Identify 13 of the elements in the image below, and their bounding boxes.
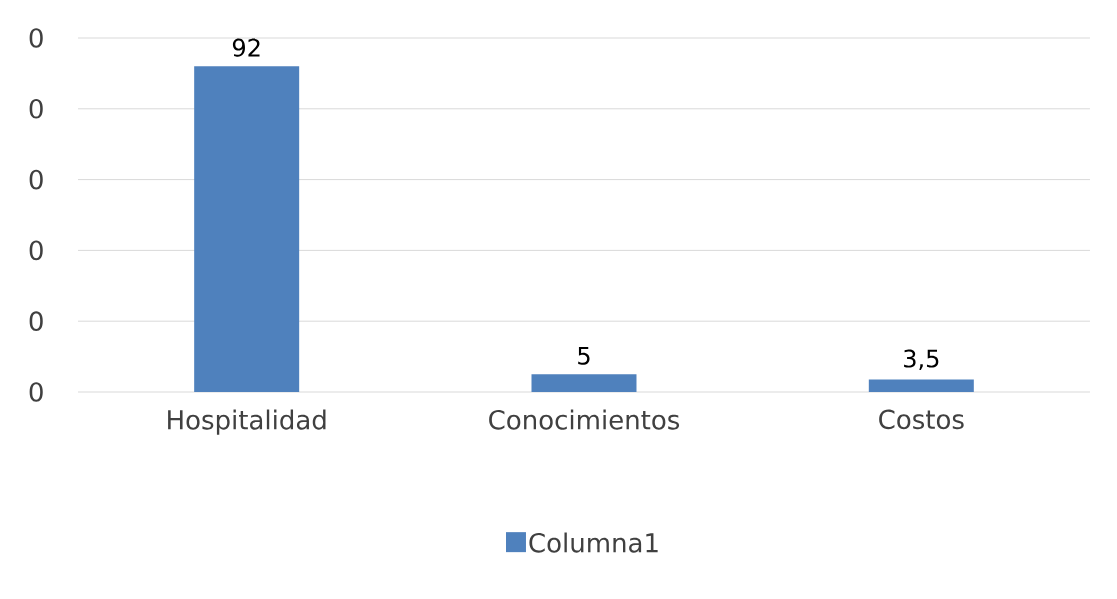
text: 0	[29, 311, 43, 332]
legend-label: Columna1	[529, 532, 658, 553]
text: 0	[29, 28, 43, 48]
data-label: 5	[578, 346, 590, 365]
text: 0	[29, 382, 43, 402]
data-label: 3,5	[904, 349, 939, 371]
x-tick-label: Costos	[879, 409, 964, 430]
text: 0	[29, 169, 43, 190]
data-label: 92	[232, 38, 260, 57]
text: 0	[29, 98, 43, 119]
text: 0	[29, 240, 43, 261]
x-tick-label: Hospitalidad	[168, 409, 326, 435]
x-tick-label: Conocimientos	[489, 409, 680, 430]
